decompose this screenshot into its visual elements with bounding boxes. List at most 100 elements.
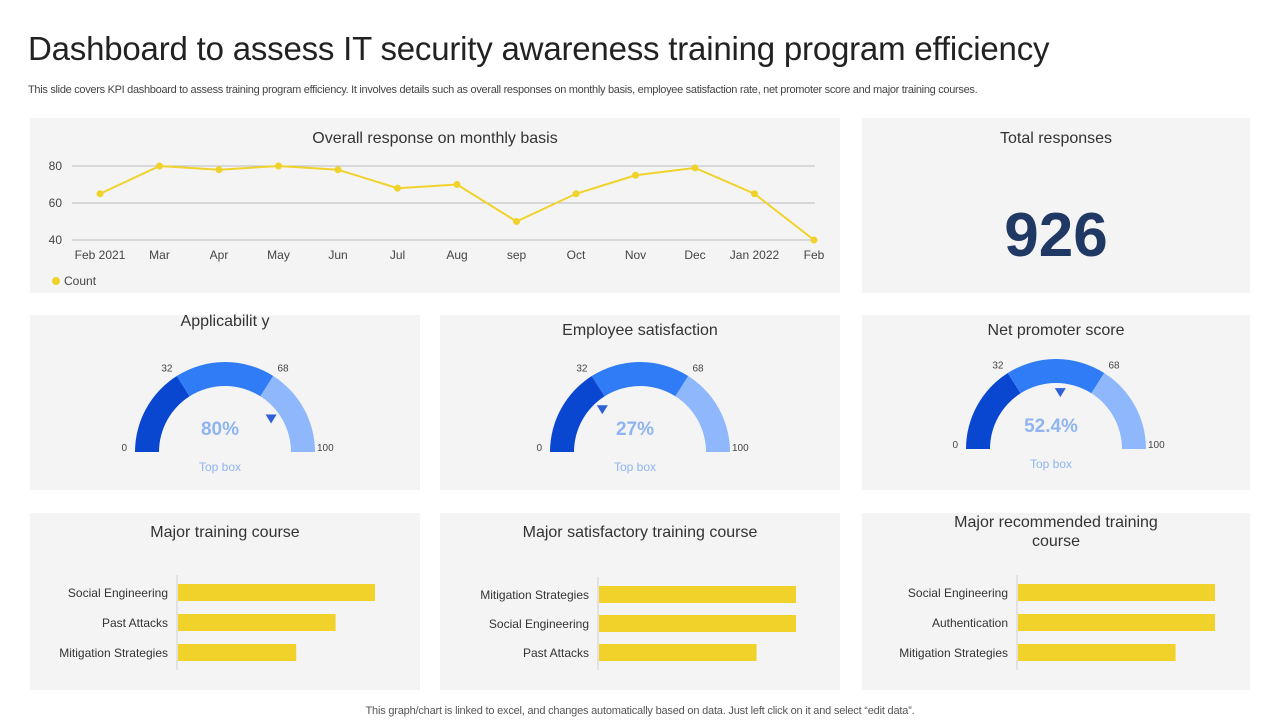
gauge-band-high — [675, 376, 730, 452]
x-tick-label: Feb — [804, 248, 825, 262]
major-satisfactory-chart: Mitigation Strategies Social Engineering P… — [480, 577, 796, 670]
bar-mitigation-strategies — [1018, 644, 1176, 661]
gauge-value: 80% — [201, 419, 239, 440]
bar-category-label: Social Engineering — [908, 586, 1008, 600]
gauge-tick-label: 0 — [952, 440, 958, 451]
gauge-tick-label: 100 — [732, 443, 749, 454]
major-recommended-title: Major recommended training course — [954, 514, 1158, 550]
total-responses-panel: Total responses 926 — [862, 118, 1250, 293]
bar-category-label: Authentication — [932, 616, 1008, 630]
gauge-tick-label: 68 — [278, 363, 290, 374]
footer-note: This graph/chart is linked to excel, and… — [365, 705, 915, 717]
bar-social-engineering — [1018, 584, 1215, 601]
gauge-band-low — [135, 376, 190, 452]
employee-satisfaction-panel: Employee satisfaction 0 32 68 100 27% Top box — [440, 315, 840, 490]
bar-category-label: Social Engineering — [489, 617, 589, 631]
employee-satisfaction-title: Employee satisfaction — [562, 322, 718, 339]
gauge-tick-label: 32 — [161, 363, 173, 374]
bar-past-attacks — [178, 614, 336, 631]
gauge-band-mid — [176, 362, 274, 397]
data-point — [96, 190, 104, 198]
major-training-panel: Major training course Social Engineering… — [30, 513, 420, 690]
gauge-caption: Top box — [614, 460, 656, 474]
x-tick-label: Feb 2021 — [75, 248, 126, 262]
gauge-band-high — [260, 376, 315, 452]
net-promoter-title: Net promoter score — [987, 322, 1125, 339]
gauge-tick-label: 32 — [992, 360, 1004, 371]
y-tick-label: 80 — [49, 159, 63, 173]
major-satisfactory-title: Major satisfactory training course — [522, 524, 758, 541]
gauge-pointer — [1054, 388, 1066, 398]
x-tick-label: Jun — [328, 248, 347, 262]
page-title: Dashboard to assess IT security awarenes… — [28, 30, 1050, 67]
gauge-band-low — [966, 373, 1021, 449]
bar-social-engineering — [599, 615, 796, 632]
x-tick-label: Nov — [625, 248, 646, 262]
gauge-pointer — [596, 405, 608, 415]
x-tick-label: Oct — [567, 248, 586, 262]
y-tick-label: 40 — [49, 233, 63, 247]
net-promoter-gauge: 0 32 68 100 52.4% Top box — [952, 359, 1165, 471]
x-tick-label: Mar — [149, 248, 170, 262]
bar-category-label: Mitigation Strategies — [899, 646, 1008, 660]
bar-social-engineering — [178, 584, 375, 601]
major-training-title: Major training course — [150, 524, 300, 541]
major-training-chart: Social Engineering Past Attacks Mitigation… — [59, 575, 375, 670]
gauge-band-high — [1091, 373, 1146, 449]
data-point — [513, 218, 520, 225]
bar-authentication — [1018, 614, 1215, 631]
x-tick-label: Apr — [210, 248, 229, 262]
data-point — [453, 181, 461, 188]
gauge-tick-label: 0 — [536, 443, 542, 454]
bar-category-label: Past Attacks — [102, 616, 168, 630]
data-point — [394, 184, 401, 192]
bar-mitigation-strategies — [178, 644, 297, 661]
applicability-title: Applicabilit y — [180, 313, 270, 330]
data-point — [334, 166, 342, 174]
data-point — [572, 190, 580, 198]
gauge-tick-label: 100 — [317, 443, 334, 454]
x-tick-label: Jul — [390, 248, 405, 262]
total-responses-value: 926 — [1004, 201, 1108, 270]
monthly-response-title: Overall response on monthly basis — [312, 130, 558, 147]
monthly-response-panel: Overall response on monthly basis 80 60 40… — [30, 118, 840, 293]
legend-marker-count — [52, 277, 60, 285]
applicability-panel: Applicabilit y 0 32 68 100 80% Top box — [30, 313, 420, 490]
data-point — [275, 162, 282, 170]
major-recommended-chart: Social Engineering Authentication Mitigati… — [899, 575, 1215, 670]
gauge-band-low — [550, 376, 605, 452]
employee-satisfaction-gauge: 0 32 68 100 27% Top box — [536, 362, 749, 474]
bar-past-attacks — [599, 644, 757, 661]
gauge-caption: Top box — [199, 460, 241, 474]
data-point — [632, 171, 639, 179]
x-tick-label: Jan 2022 — [730, 248, 780, 262]
data-point — [691, 164, 699, 172]
gauge-value: 27% — [616, 419, 654, 440]
applicability-gauge: 0 32 68 100 80% Top box — [121, 362, 334, 474]
gauge-pointer — [265, 414, 277, 424]
x-tick-label: May — [267, 248, 290, 262]
bar-category-label: Past Attacks — [523, 646, 589, 660]
major-satisfactory-panel: Major satisfactory training course Mitig… — [440, 513, 840, 690]
gauge-band-mid — [1007, 359, 1105, 394]
gauge-tick-label: 0 — [121, 443, 127, 454]
gauge-caption: Top box — [1030, 457, 1072, 471]
x-tick-label: Aug — [446, 248, 467, 262]
gauge-value: 52.4% — [1024, 416, 1078, 437]
gauge-band-mid — [591, 362, 689, 397]
major-recommended-panel: Major recommended training course Social… — [862, 513, 1250, 690]
page-subtitle: This slide covers KPI dashboard to asses… — [28, 84, 978, 96]
bar-category-label: Mitigation Strategies — [59, 646, 168, 660]
monthly-response-chart: 80 60 40 Feb 2021 Mar Apr May Jun Jul Aug sep Oct No… — [49, 159, 825, 288]
y-tick-label: 60 — [49, 196, 63, 210]
data-point — [751, 190, 758, 198]
bar-mitigation-strategies — [599, 586, 796, 603]
bar-category-label: Social Engineering — [68, 586, 168, 600]
data-point — [810, 236, 818, 244]
legend-label-count: Count — [64, 274, 97, 288]
bar-category-label: Mitigation Strategies — [480, 588, 589, 602]
total-responses-title: Total responses — [999, 130, 1113, 147]
data-point — [156, 162, 163, 170]
data-point — [215, 166, 223, 174]
x-tick-label: Dec — [684, 248, 705, 262]
